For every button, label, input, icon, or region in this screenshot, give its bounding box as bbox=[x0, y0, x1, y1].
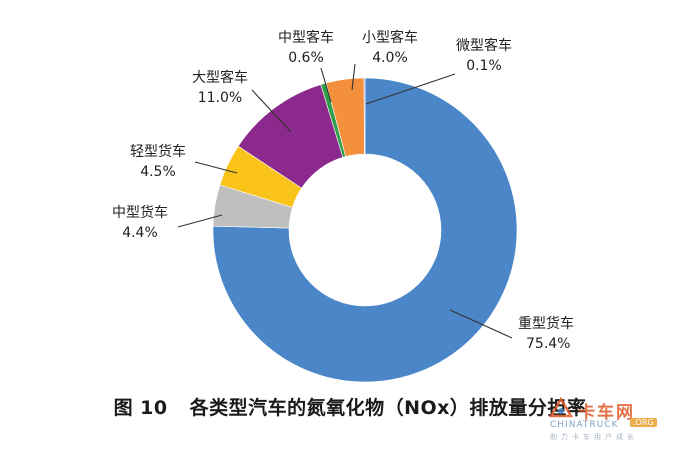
slice-value-5: 0.6% bbox=[288, 50, 324, 66]
slice-value-4: 11.0% bbox=[198, 90, 242, 106]
watermark-badge: .ORG bbox=[630, 418, 657, 427]
leader-line-4 bbox=[251, 89, 292, 133]
slice-label-2: 中型货车 bbox=[112, 204, 168, 221]
leader-line-7 bbox=[365, 73, 456, 105]
slice-label-3: 轻型货车 bbox=[130, 143, 186, 160]
leader-line-2 bbox=[177, 214, 223, 228]
watermark-slogan: 助力卡车用户成长 bbox=[550, 433, 638, 441]
slice-label-7: 微型客车 bbox=[456, 37, 512, 54]
donut-chart: 重型货车 75.4% 中型货车 4.4% 轻型货车 4.5% 大型客车 11.0% 中型客车 0.… bbox=[112, 29, 574, 383]
truck-logo-icon bbox=[548, 396, 574, 418]
slice-1 bbox=[212, 77, 518, 383]
chart-title: 各类型汽车的氮氧化物（NOx）排放量分担率 bbox=[189, 397, 587, 419]
chart-caption: 图 10 各类型汽车的氮氧化物（NOx）排放量分担率 bbox=[0, 393, 700, 420]
watermark: 卡车网 CHINATRUCK .ORG 助力卡车用户成长 bbox=[548, 396, 668, 444]
slice-label-1: 重型货车 bbox=[518, 315, 574, 332]
leader-line-3 bbox=[194, 161, 238, 174]
slice-label-4: 大型客车 bbox=[192, 69, 248, 86]
slice-value-6: 4.0% bbox=[372, 50, 408, 66]
slice-value-1: 75.4% bbox=[526, 336, 570, 352]
watermark-title: 卡车网 bbox=[578, 403, 635, 423]
leader-line-5 bbox=[320, 67, 332, 103]
slice-value-3: 4.5% bbox=[140, 164, 176, 180]
slice-value-2: 4.4% bbox=[122, 225, 158, 241]
slice-labels: 重型货车 75.4% 中型货车 4.4% 轻型货车 4.5% 大型客车 11.0% 中型客车 0.… bbox=[112, 29, 574, 352]
figure-number: 图 10 bbox=[113, 397, 168, 419]
leader-line-1 bbox=[449, 309, 513, 339]
watermark-site: CHINATRUCK bbox=[550, 420, 619, 430]
donut-slices bbox=[212, 77, 518, 383]
leader-line-6 bbox=[351, 63, 356, 91]
slice-label-5: 中型客车 bbox=[278, 29, 334, 46]
slice-value-7: 0.1% bbox=[466, 58, 502, 74]
slice-7 bbox=[363, 77, 366, 155]
slice-label-6: 小型客车 bbox=[362, 29, 418, 46]
